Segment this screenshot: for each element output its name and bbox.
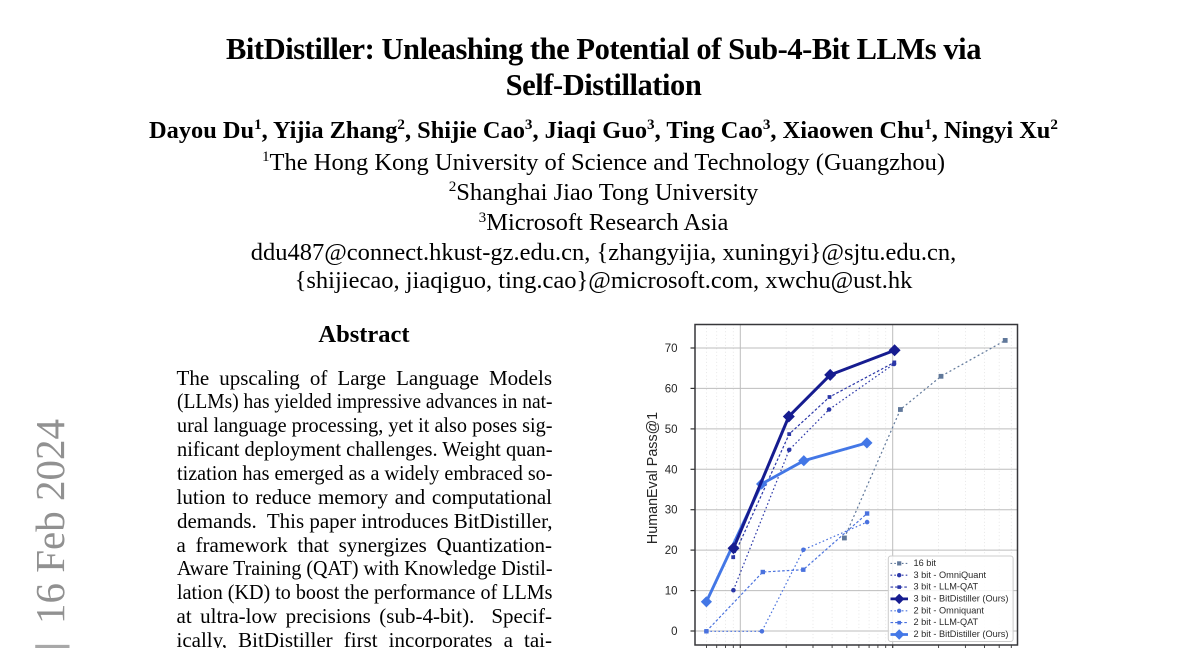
svg-text:40: 40 (665, 464, 678, 476)
svg-text:2 bit - Omniquant: 2 bit - Omniquant (914, 605, 985, 615)
svg-text:HumanEval Pass@1: HumanEval Pass@1 (645, 412, 661, 544)
svg-text:2 bit - LLM-QAT: 2 bit - LLM-QAT (914, 617, 979, 627)
svg-text:0: 0 (671, 626, 677, 638)
svg-text:70: 70 (665, 343, 678, 355)
svg-text:16 bit: 16 bit (914, 558, 937, 568)
svg-text:3 bit - BitDistiller (Ours): 3 bit - BitDistiller (Ours) (914, 594, 1009, 604)
svg-text:3 bit - OmniQuant: 3 bit - OmniQuant (914, 570, 987, 580)
svg-text:60: 60 (665, 383, 678, 395)
svg-text:50: 50 (665, 424, 678, 436)
svg-text:10: 10 (665, 586, 678, 598)
svg-text:20: 20 (665, 545, 678, 557)
svg-text:30: 30 (665, 505, 678, 517)
svg-text:2 bit - BitDistiller (Ours): 2 bit - BitDistiller (Ours) (914, 629, 1009, 639)
svg-text:3 bit - LLM-QAT: 3 bit - LLM-QAT (914, 582, 979, 592)
